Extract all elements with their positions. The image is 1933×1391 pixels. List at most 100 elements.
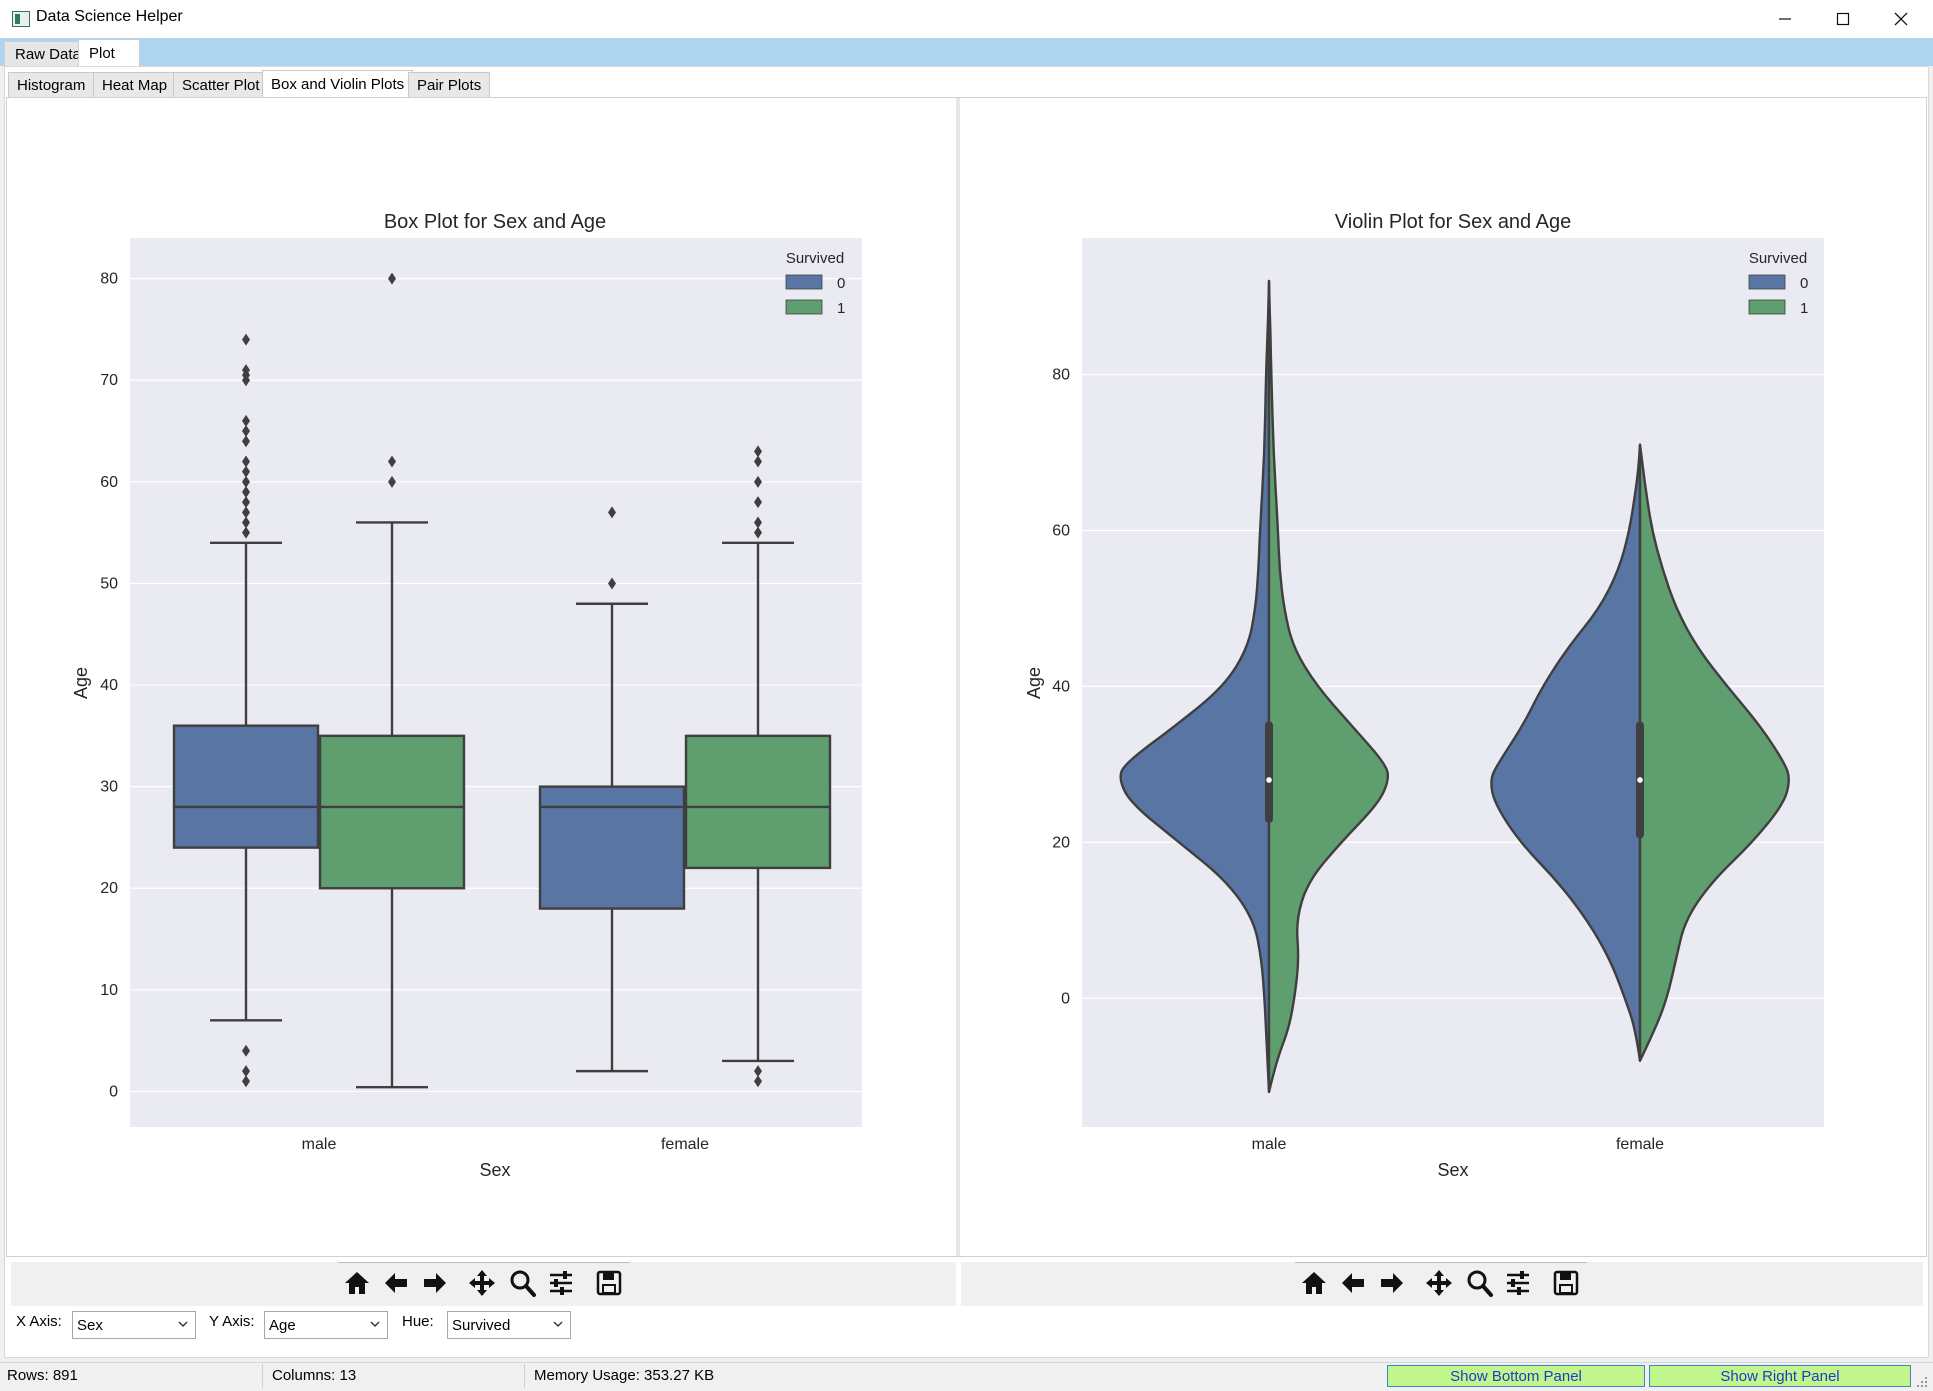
columns-count: Columns: 13 [272,1367,357,1384]
toolbar-separator [1295,1262,1587,1263]
box-body [318,734,466,890]
configure-subplots-icon[interactable] [1503,1268,1533,1298]
x-tick-label: male [1252,1136,1287,1153]
tab-raw-data[interactable]: Raw Data [4,41,92,66]
violin-male [1119,279,1390,1094]
tab-heat-map[interactable]: Heat Map [93,72,177,98]
tab-scatter-plot[interactable]: Scatter Plot [173,72,269,98]
y-tick-label: 40 [1052,678,1070,695]
home-icon[interactable] [342,1268,372,1298]
y-tick-label: 20 [100,880,118,897]
status-separator [262,1364,263,1388]
tab-plot[interactable]: Plot [78,39,140,66]
outlier-point [242,1065,250,1078]
back-arrow-icon[interactable] [1338,1268,1368,1298]
box-female-survived-1 [684,445,832,1088]
outlier-point [754,455,762,468]
tab-label: Box and Violin Plots [271,75,405,93]
outlier-point [242,333,250,346]
tab-label: Raw Data [15,45,81,63]
outlier-point [754,526,762,539]
legend-swatch-1 [785,299,823,315]
show-bottom-panel-button[interactable]: Show Bottom Panel [1387,1365,1645,1387]
zoom-icon[interactable] [507,1268,537,1298]
back-arrow-icon[interactable] [381,1268,411,1298]
save-icon[interactable] [594,1268,624,1298]
x-tick-label: male [302,1136,337,1153]
median-point [1637,777,1643,783]
status-separator [524,1364,525,1388]
outlier-point [754,445,762,458]
rows-count: Rows: 891 [7,1367,78,1384]
legend-swatch-1 [1748,299,1786,315]
outlier-point [242,465,250,478]
window-title: Data Science Helper [36,8,183,25]
toolbar-separator [338,1262,630,1263]
close-icon[interactable] [1872,0,1930,38]
outlier-point [242,364,250,377]
outlier-point [608,577,616,590]
y-axis-label: Age [1024,667,1044,699]
app-icon [12,11,30,27]
save-icon[interactable] [1551,1268,1581,1298]
box-body [684,734,832,870]
panel-splitter[interactable] [956,98,960,1256]
violin-half-survived-0 [1119,279,1271,1094]
chevron-down-icon [370,1321,380,1327]
plot-background [130,238,862,1127]
y-axis-label: Y Axis: [209,1313,255,1330]
pan-icon[interactable] [467,1268,497,1298]
y-tick-label: 30 [100,779,118,796]
tab-box-and-violin-plots[interactable]: Box and Violin Plots [262,70,414,98]
hue-label: Hue: [402,1313,434,1330]
tab-label: Heat Map [102,76,168,94]
maximize-icon[interactable] [1814,0,1872,38]
y-tick-label: 0 [1061,990,1070,1007]
x-axis-label: X Axis: [16,1313,62,1330]
y-tick-label: 0 [109,1083,118,1100]
legend-swatch-0 [785,274,823,290]
y-tick-label: 60 [1052,522,1070,539]
y-tick-label: 50 [100,575,118,592]
hue-select[interactable]: Survived [447,1311,571,1339]
outlier-point [608,506,616,519]
legend: Survived 0 1 [1748,250,1808,317]
box-female-survived-0 [538,506,686,1073]
y-tick-label: 70 [100,372,118,389]
home-icon[interactable] [1299,1268,1329,1298]
y-axis-label: Age [71,667,91,699]
show-right-panel-button[interactable]: Show Right Panel [1649,1365,1911,1387]
y-tick-label: 10 [100,982,118,999]
memory-usage: Memory Usage: 353.27 KB [534,1367,715,1384]
resize-grip-icon[interactable] [1916,1376,1928,1388]
y-tick-label: 40 [100,677,118,694]
median-point [1266,777,1272,783]
legend-label-1: 1 [1800,300,1808,317]
box-body [172,724,320,849]
pan-icon[interactable] [1424,1268,1454,1298]
minimize-icon[interactable] [1756,0,1814,38]
title-bar [0,0,1933,39]
zoom-icon[interactable] [1464,1268,1494,1298]
configure-subplots-icon[interactable] [546,1268,576,1298]
chevron-down-icon [553,1321,563,1327]
x-axis-select-value: Sex [77,1316,103,1334]
outlier-point [242,486,250,498]
tab-pair-plots[interactable]: Pair Plots [408,72,491,98]
outlier-point [754,1075,762,1088]
y-axis-select[interactable]: Age [264,1311,388,1339]
forward-arrow-icon[interactable] [420,1268,450,1298]
legend-label-0: 0 [1800,275,1808,292]
violin-female [1490,443,1790,1062]
main-tab-strip [0,38,1933,66]
outlier-point [242,496,250,509]
y-tick-label: 60 [100,474,118,491]
legend-title: Survived [1749,250,1807,267]
tab-histogram[interactable]: Histogram [8,72,95,98]
x-axis-select[interactable]: Sex [72,1311,196,1339]
forward-arrow-icon[interactable] [1377,1268,1407,1298]
outlier-point [754,475,762,488]
tab-label: Plot [89,44,115,62]
outlier-point [754,496,762,509]
outlier-point [242,425,250,438]
